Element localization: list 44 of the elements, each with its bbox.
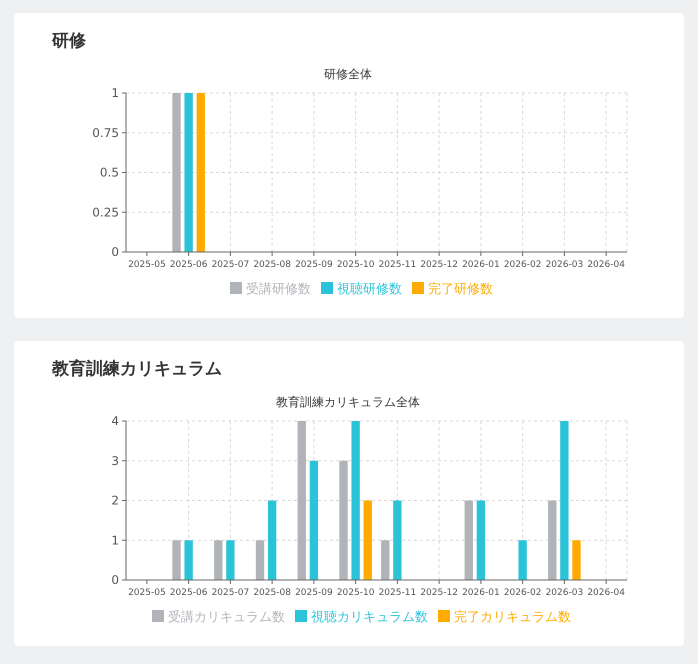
legend-label: 完了カリキュラム数 (454, 609, 571, 625)
legend-label: 完了研修数 (428, 281, 493, 297)
y-tick-label: 2 (111, 494, 119, 508)
x-tick-label: 2026-04 (587, 588, 626, 598)
chart-subtitle: 教育訓練カリキュラム全体 (276, 395, 420, 409)
x-tick-label: 2026-04 (587, 260, 626, 270)
x-tick-label: 2025-11 (378, 260, 416, 270)
x-tick-label: 2025-10 (336, 588, 375, 598)
x-tick-label: 2025-08 (253, 588, 292, 598)
x-tick-label: 2025-07 (212, 260, 250, 270)
y-tick-label: 0.25 (92, 205, 119, 220)
x-tick-label: 2025-05 (128, 588, 166, 598)
y-tick-label: 0.5 (100, 166, 119, 180)
x-tick-label: 2025-05 (128, 260, 166, 270)
y-tick-label: 1 (111, 533, 119, 548)
x-tick-label: 2026-01 (462, 260, 500, 270)
x-tick-label: 2025-06 (170, 260, 208, 270)
legend-label: 受講研修数 (246, 282, 311, 297)
y-tick-label: 1 (111, 86, 119, 100)
x-tick-label: 2025-09 (295, 588, 333, 598)
x-tick-label: 2026-03 (546, 588, 584, 598)
y-tick-label: 0.75 (92, 126, 119, 140)
x-tick-label: 2025-06 (170, 588, 208, 598)
legend-label: 視聴カリキュラム数 (311, 610, 428, 625)
y-tick-label: 0 (111, 573, 119, 587)
x-tick-label: 2025-12 (420, 588, 458, 598)
legend-label: 視聴研修数 (337, 282, 402, 297)
chart-subtitle: 研修全体 (324, 67, 372, 81)
x-tick-label: 2025-12 (420, 260, 458, 270)
y-tick-label: 3 (111, 454, 119, 468)
x-tick-label: 2026-03 (546, 260, 584, 270)
x-tick-label: 2025-07 (212, 588, 250, 598)
chart-title: 研修 (51, 31, 87, 51)
x-tick-label: 2025-10 (336, 260, 375, 270)
x-tick-label: 2025-08 (253, 260, 292, 270)
y-tick-label: 0 (111, 245, 119, 259)
x-tick-label: 2026-01 (462, 588, 500, 598)
x-tick-label: 2026-02 (504, 588, 542, 598)
legend-label: 受講カリキュラム数 (168, 610, 285, 625)
chart-title: 教育訓練カリキュラム (51, 358, 222, 379)
x-tick-label: 2025-09 (295, 260, 333, 270)
y-tick-label: 4 (111, 414, 119, 428)
x-tick-label: 2026-02 (504, 260, 542, 270)
x-tick-label: 2025-11 (378, 588, 416, 598)
